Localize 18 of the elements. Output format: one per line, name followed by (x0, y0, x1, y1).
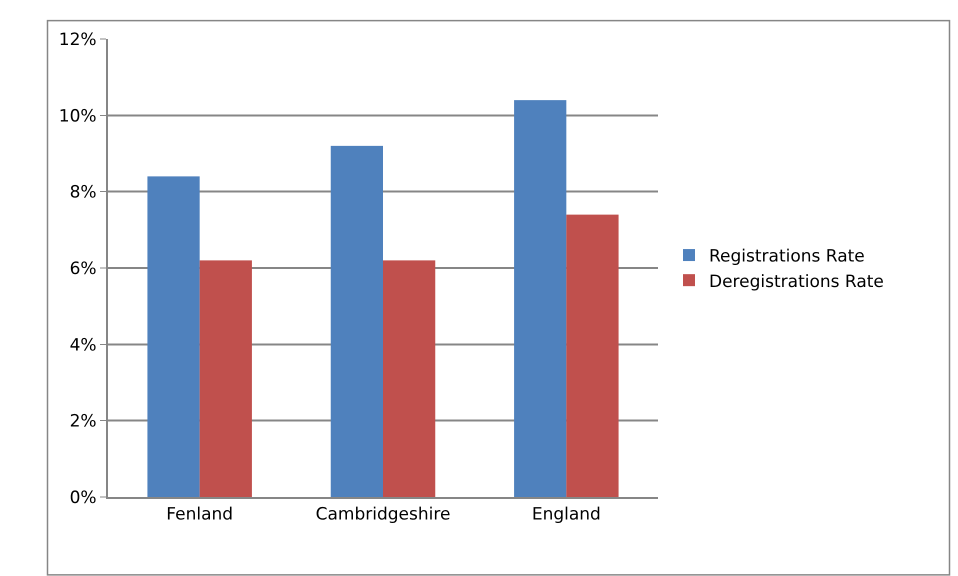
x-tick-label: Cambridgeshire (316, 504, 450, 524)
bar (566, 214, 619, 497)
y-tick-label: 6% (70, 258, 97, 279)
bar (330, 146, 383, 497)
y-tick-label: 12% (58, 30, 97, 50)
x-tick-label: Fenland (166, 504, 234, 524)
bar (200, 260, 252, 497)
legend-label: Deregistrations Rate (709, 272, 884, 292)
bar (514, 100, 566, 497)
y-tick-label: 10% (58, 106, 97, 126)
bar (147, 176, 200, 497)
y-tick-label: 2% (70, 412, 97, 432)
legend-label: Registrations Rate (709, 246, 865, 267)
y-tick-label: 4% (70, 335, 97, 356)
y-tick-label: 0% (70, 488, 97, 508)
y-tick-label: 8% (70, 182, 97, 203)
bar (383, 260, 436, 497)
x-tick-label: England (532, 504, 601, 524)
